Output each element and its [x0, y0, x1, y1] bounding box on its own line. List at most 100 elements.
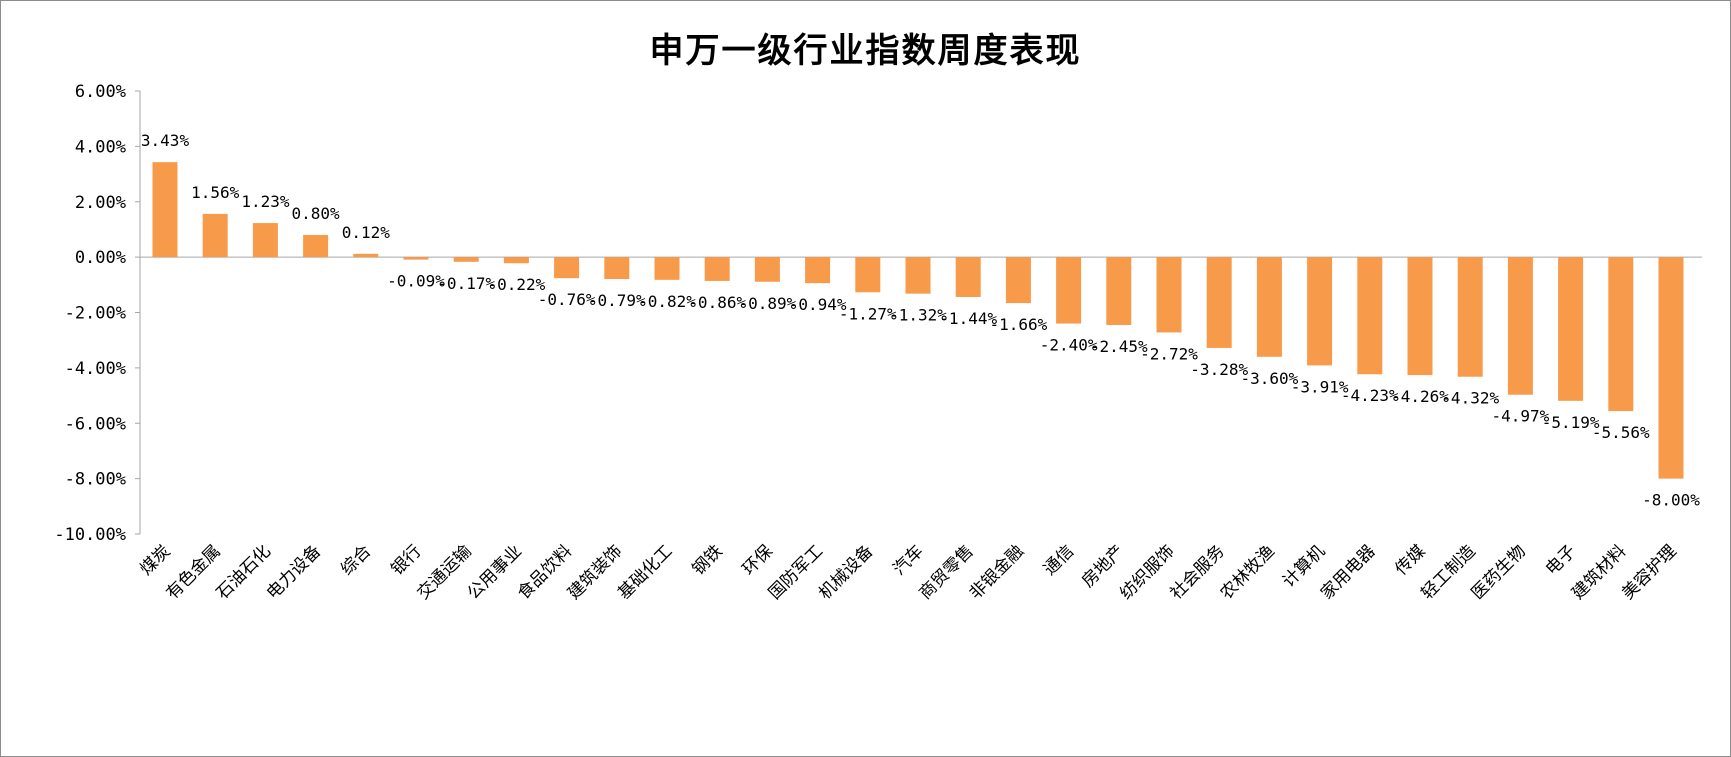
category-label: 石油石化 [213, 541, 275, 603]
data-label: -0.86% [688, 293, 746, 312]
data-label: -0.89% [739, 294, 797, 313]
data-label: -4.23% [1341, 386, 1399, 405]
bar [403, 257, 429, 260]
bar [1056, 257, 1082, 324]
bar [754, 257, 780, 282]
category-label: 电子 [1542, 541, 1580, 579]
bar [654, 257, 680, 280]
chart-title: 申万一级行业指数周度表现 [649, 31, 1082, 71]
category-label: 非银金融 [966, 541, 1028, 603]
data-label: -4.26% [1391, 387, 1449, 406]
bar [353, 253, 379, 258]
data-label: -5.56% [1592, 423, 1650, 442]
category-label: 美容护理 [1618, 541, 1680, 603]
y-tick-label: -4.00% [65, 359, 126, 379]
data-label: -3.28% [1190, 360, 1248, 379]
bar [503, 257, 529, 264]
data-label: -5.19% [1542, 413, 1600, 432]
data-label: -2.45% [1090, 337, 1148, 356]
y-tick-label: 0.00% [75, 248, 126, 268]
data-label: 1.56% [191, 183, 240, 202]
bar [1256, 257, 1282, 357]
category-label: 建筑装饰 [564, 541, 626, 603]
y-tick-label: -6.00% [65, 414, 126, 434]
bar [855, 257, 881, 293]
data-label: -1.44% [939, 309, 997, 328]
data-label: -8.00% [1642, 491, 1700, 510]
category-label: 基础化工 [614, 541, 676, 603]
category-label: 交通运输 [414, 541, 476, 603]
data-label: -0.94% [789, 295, 847, 314]
bar [252, 223, 278, 258]
category-label: 纺织服饰 [1116, 541, 1178, 603]
category-label: 机械设备 [815, 541, 877, 603]
bar [152, 162, 178, 258]
bar [805, 257, 831, 284]
bars [152, 162, 1684, 479]
category-label: 轻工制造 [1418, 541, 1480, 603]
bar [955, 257, 981, 297]
category-label: 综合 [337, 541, 375, 579]
bar [1307, 257, 1333, 366]
y-tick-label: -8.00% [65, 470, 126, 490]
bar [704, 257, 730, 281]
category-label: 建筑材料 [1568, 541, 1630, 603]
bar [1156, 257, 1182, 333]
category-label: 传媒 [1391, 541, 1429, 579]
bar [202, 213, 228, 258]
bar [1106, 257, 1132, 325]
category-label: 汽车 [889, 541, 927, 579]
data-label: -1.32% [889, 306, 947, 325]
y-tick-label: -2.00% [65, 304, 126, 324]
data-label: -3.91% [1291, 377, 1349, 396]
category-label: 社会服务 [1167, 541, 1229, 603]
category-label: 家用电器 [1317, 541, 1379, 603]
category-label: 通信 [1040, 541, 1078, 579]
category-label: 电力设备 [263, 541, 325, 603]
category-label: 银行 [387, 541, 425, 579]
category-label: 医药生物 [1468, 541, 1530, 603]
category-label: 有色金属 [163, 541, 225, 603]
bar [453, 257, 479, 262]
data-label: -3.60% [1241, 369, 1299, 388]
data-label: 3.43% [141, 131, 190, 150]
data-label: -1.27% [839, 304, 897, 323]
bar [1407, 257, 1433, 376]
category-label: 煤炭 [136, 541, 174, 579]
data-label: 0.12% [342, 223, 391, 242]
bar [554, 257, 580, 279]
category-label: 钢铁 [689, 541, 727, 579]
data-label: -4.97% [1492, 407, 1550, 426]
data-label: -0.76% [538, 290, 596, 309]
data-label: 1.23% [241, 192, 290, 211]
bar [1658, 257, 1684, 479]
y-tick-label: 2.00% [75, 193, 126, 213]
data-label: 0.80% [292, 204, 341, 223]
y-tick-label: -10.00% [54, 525, 126, 545]
bar [1507, 257, 1533, 395]
bar [1005, 257, 1031, 304]
data-label: -2.72% [1140, 344, 1198, 363]
bar [1457, 257, 1483, 377]
bar [604, 257, 630, 279]
category-label: 商贸零售 [916, 541, 978, 603]
data-label: -0.09% [387, 272, 445, 291]
y-tick-label: 6.00% [75, 82, 126, 102]
data-label: -0.22% [488, 275, 546, 294]
data-label: -0.17% [437, 274, 495, 293]
data-label: -1.66% [990, 315, 1048, 334]
category-label: 食品饮料 [514, 541, 576, 603]
category-label: 农林牧渔 [1217, 541, 1279, 603]
data-labels: 3.43%1.56% 1.23%0.80%0.12%-0.09%-0.17%-0.… [141, 131, 1700, 509]
data-label: -0.79% [588, 291, 646, 310]
bar [303, 234, 329, 258]
y-tick-label: 4.00% [75, 137, 126, 157]
bar [905, 257, 931, 294]
category-label: 环保 [739, 541, 777, 579]
data-label: -4.32% [1441, 389, 1499, 408]
bar [1608, 257, 1634, 412]
category-label: 公用事业 [464, 541, 526, 603]
